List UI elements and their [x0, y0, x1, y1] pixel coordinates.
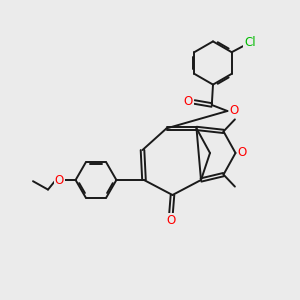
Text: O: O — [238, 146, 247, 160]
Text: O: O — [184, 95, 193, 109]
Text: Cl: Cl — [244, 36, 256, 49]
Text: O: O — [167, 214, 176, 227]
Text: O: O — [230, 104, 238, 117]
Text: O: O — [55, 173, 64, 187]
